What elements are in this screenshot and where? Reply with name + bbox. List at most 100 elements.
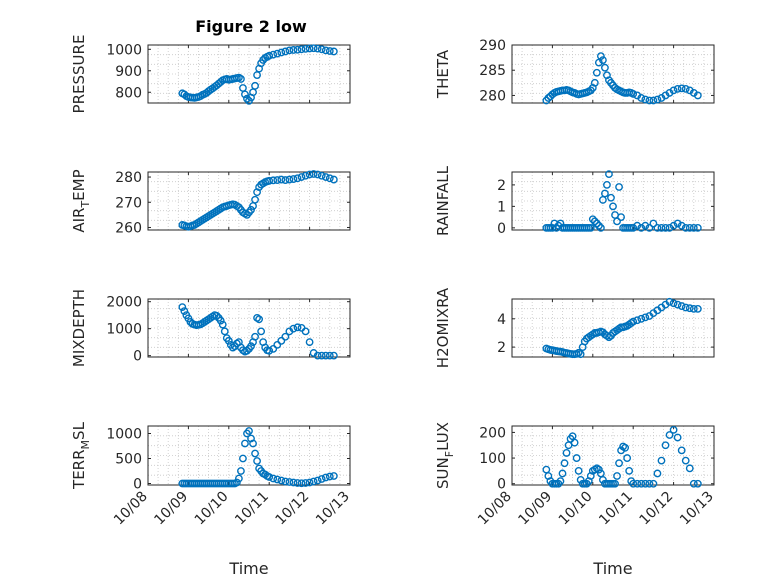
x-tick-label: 10/12: [637, 489, 677, 529]
axes-box: [147, 298, 351, 358]
data-point: [693, 223, 702, 232]
data-point: [232, 478, 241, 487]
data-point: [220, 327, 229, 336]
figure-title: Figure 2 low: [195, 17, 307, 36]
data-point: [629, 317, 638, 326]
data-point: [281, 477, 290, 486]
data-point: [285, 175, 294, 184]
data-point: [255, 315, 264, 324]
y-tick-label: 1000: [106, 322, 142, 338]
x-tick-label: 10/10: [192, 489, 232, 529]
data-point: [305, 338, 314, 347]
y-axis-label: H2OMIXRA: [434, 287, 452, 368]
y-tick-label: 800: [115, 85, 142, 101]
data-point: [599, 475, 607, 484]
data-point: [601, 63, 609, 72]
data-point: [629, 90, 638, 98]
data-point: [251, 81, 259, 90]
data-point: [234, 474, 243, 483]
data-point: [637, 94, 646, 102]
data-point: [325, 472, 334, 481]
data-point: [649, 96, 658, 105]
y-tick-label: 260: [115, 220, 142, 236]
y-axis-label: SUNFLUX: [434, 422, 456, 489]
data-point: [224, 336, 233, 345]
data-point: [281, 176, 290, 184]
data-point: [289, 46, 298, 54]
data-point: [317, 351, 326, 360]
data-point: [321, 351, 330, 360]
data-point: [693, 479, 702, 488]
data-point: [309, 477, 318, 486]
data-point: [641, 95, 650, 104]
data-point: [309, 170, 318, 178]
data-point: [661, 441, 670, 450]
data-point: [657, 456, 666, 465]
data-point: [596, 52, 605, 60]
x-tick-label: 10/12: [273, 489, 313, 529]
data-point: [633, 316, 642, 325]
data-point: [212, 311, 221, 320]
y-axis-label: THETA: [434, 49, 452, 99]
data-point: [237, 467, 245, 475]
data-point: [677, 302, 686, 310]
y-tick-label: 270: [115, 195, 142, 211]
data-point: [297, 173, 306, 181]
data-point: [321, 473, 330, 482]
y-tick-label: 500: [115, 452, 142, 468]
data-point: [321, 173, 330, 181]
y-tick-label: 0: [133, 477, 142, 493]
axes-box: [147, 44, 351, 104]
data-point: [629, 479, 638, 488]
data-point: [637, 223, 646, 232]
data-point: [615, 183, 623, 191]
data-point: [677, 84, 686, 93]
data-point: [657, 223, 666, 232]
data-point: [641, 313, 650, 322]
data-point: [273, 340, 282, 349]
y-tick-label: 285: [479, 63, 506, 79]
data-point: [605, 170, 613, 179]
y-tick-label: 0: [133, 349, 142, 365]
data-point: [293, 174, 302, 183]
data-point: [570, 438, 579, 447]
data-point: [329, 47, 338, 56]
data-point: [594, 221, 603, 230]
data-point: [576, 475, 585, 484]
data-point: [556, 219, 565, 228]
data-point: [247, 205, 255, 214]
data-point: [243, 94, 251, 103]
data-point: [673, 84, 682, 93]
data-point: [645, 479, 654, 488]
data-point: [673, 219, 682, 228]
y-tick-label: 280: [115, 170, 142, 186]
data-point: [590, 217, 599, 226]
data-point: [317, 475, 326, 483]
data-point: [590, 78, 599, 87]
data-point: [633, 221, 642, 230]
data-point: [216, 316, 225, 325]
data-point: [603, 180, 611, 189]
data-point: [685, 304, 694, 313]
y-tick-label: 100: [479, 451, 506, 467]
data-point: [289, 175, 298, 183]
y-tick-label: 2: [497, 340, 506, 356]
data-point: [681, 84, 690, 93]
data-point: [586, 223, 595, 232]
data-point: [297, 45, 306, 54]
x-tick-label: 10/10: [556, 489, 596, 529]
data-point: [645, 96, 654, 105]
data-point: [572, 454, 581, 462]
data-point: [677, 221, 686, 230]
data-point: [237, 75, 245, 83]
data-point: [277, 336, 286, 345]
x-tick-label: 10/09: [151, 489, 191, 529]
data-point: [556, 477, 565, 486]
data-point: [251, 449, 259, 458]
data-point: [329, 472, 338, 480]
x-tick-label: 10/08: [475, 489, 515, 529]
data-point: [611, 479, 619, 488]
data-point: [301, 171, 310, 180]
data-point: [317, 45, 326, 54]
data-point: [273, 475, 282, 484]
